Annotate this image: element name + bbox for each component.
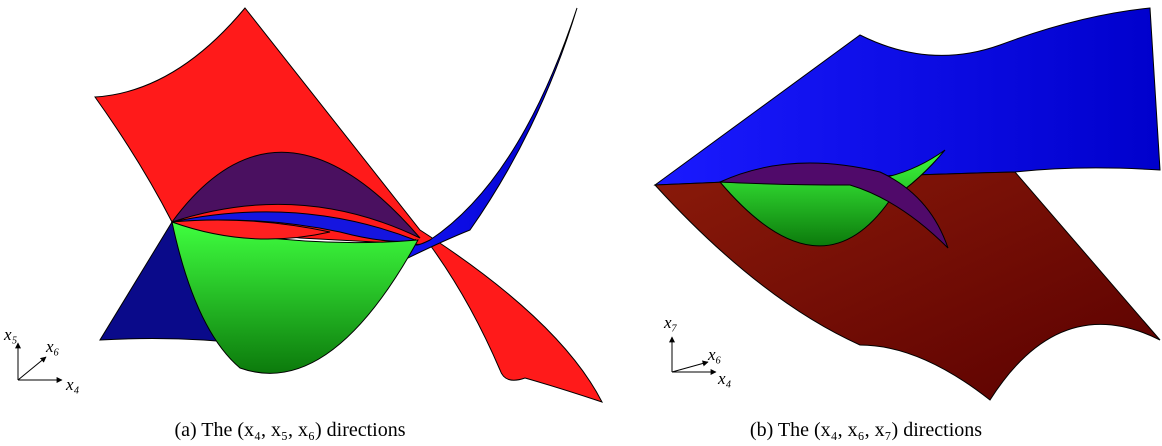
caption: (b) The (x₄, x₆, x₇) directions	[750, 419, 982, 441]
axis-label: x₇	[663, 313, 678, 332]
axis-diag	[671, 360, 709, 373]
blue-sheet-front	[329, 7, 578, 299]
axis-label: x₆	[45, 337, 60, 356]
red-strip	[171, 219, 331, 240]
green-lens	[171, 221, 419, 374]
purple-lens	[719, 162, 949, 249]
axis-label: x₄	[65, 375, 80, 394]
axis-label: x₆	[707, 345, 722, 364]
purple-dome	[170, 151, 421, 239]
panel-a	[15, 7, 604, 403]
caption: (a) The (x₄, x₅, x₆) directions	[174, 419, 405, 441]
axis-diag	[17, 356, 47, 381]
axis-label: x₅	[3, 325, 18, 344]
blue-sheet	[653, 7, 1161, 186]
axis-label: x₄	[717, 369, 732, 388]
panel-b	[653, 7, 1161, 401]
